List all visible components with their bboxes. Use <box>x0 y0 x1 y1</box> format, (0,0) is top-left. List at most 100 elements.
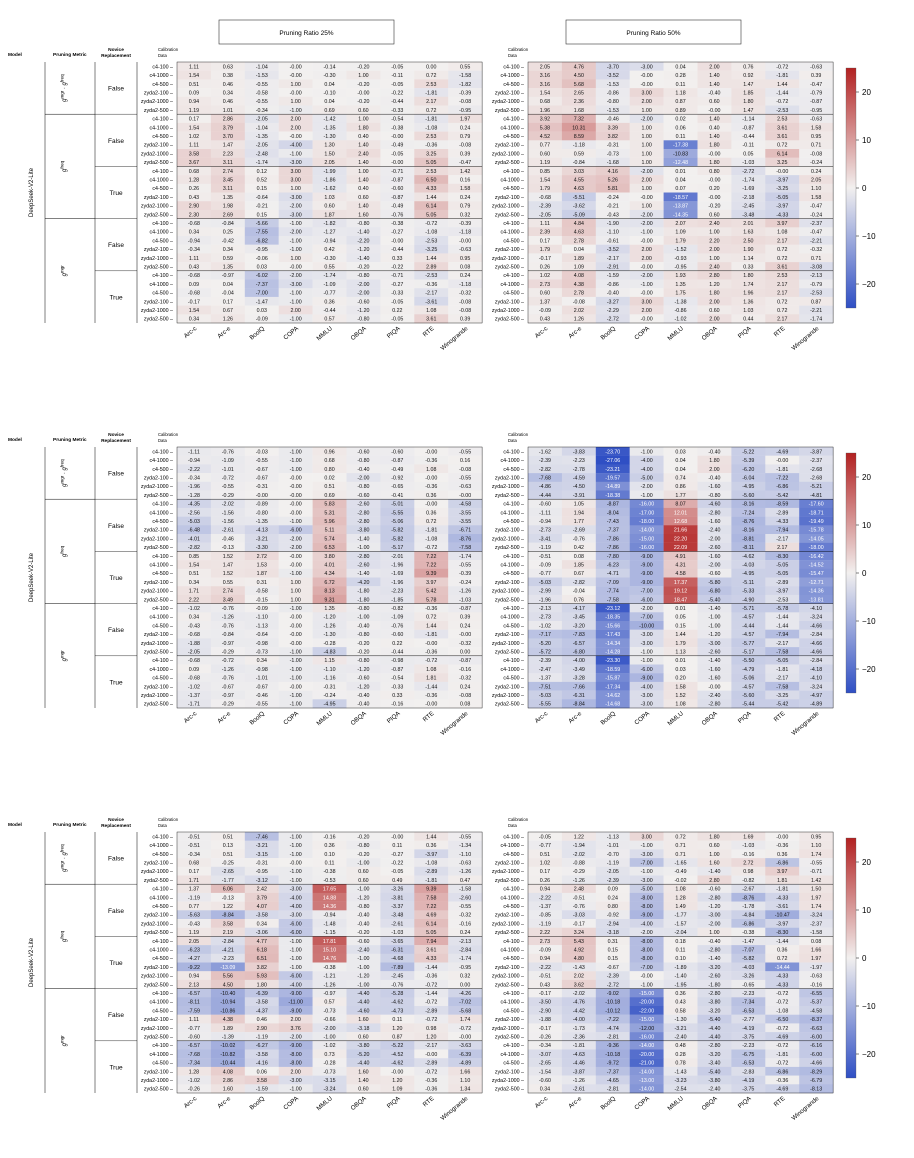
heatmap-cell <box>210 447 245 456</box>
heatmap-cell <box>595 892 630 902</box>
cell-value: -15.87 <box>605 676 620 682</box>
heatmap-cell <box>380 183 415 193</box>
cell-value: 0.22 <box>392 641 402 647</box>
cell-value: -2.13 <box>810 273 822 279</box>
heatmap-cell <box>448 919 483 928</box>
cell-value: -4.19 <box>742 1026 754 1032</box>
cell-value: 1.10 <box>811 186 821 192</box>
cell-value: -5.40 <box>708 1069 720 1075</box>
heatmap-cell <box>380 927 415 937</box>
cell-value: -2.60 <box>357 502 369 508</box>
heatmap-cell <box>663 175 698 184</box>
cell-value: 0.55 <box>324 265 334 271</box>
heatmap-cell <box>528 997 563 1007</box>
cell-value: -2.73 <box>539 528 551 534</box>
cell-value: -6.75 <box>742 1052 754 1058</box>
cell-value: -1.81 <box>425 528 437 534</box>
cell-value: -4.73 <box>391 1008 403 1014</box>
heatmap-cell <box>380 305 415 315</box>
heatmap-cell <box>177 866 212 876</box>
calib-tick-label: zyda2-500 – <box>495 702 524 708</box>
heatmap-cell <box>278 997 313 1007</box>
cell-value: 0.85 <box>540 169 550 175</box>
heatmap-cell <box>561 892 596 902</box>
heatmap-cell <box>278 490 313 500</box>
cell-value: 2.05 <box>324 160 334 166</box>
heatmap-cell <box>244 507 279 517</box>
cell-value: -4.44 <box>742 623 754 629</box>
heatmap-cell <box>528 673 563 683</box>
heatmap-cell <box>346 314 381 324</box>
heatmap-cell <box>561 183 596 193</box>
heatmap-cell <box>244 603 279 613</box>
heatmap-cell <box>663 1049 698 1059</box>
heatmap-cell <box>244 542 279 552</box>
heatmap-cell <box>629 244 664 254</box>
calib-tick-label: c4-100 – <box>503 887 524 893</box>
heatmap-cell <box>278 88 313 97</box>
heatmap-cell <box>177 140 212 150</box>
cell-value: -1.00 <box>290 956 302 962</box>
heatmap-cell <box>697 447 732 456</box>
cell-value: -1.35 <box>256 519 268 525</box>
heatmap-cell <box>380 1084 415 1094</box>
heatmap-cell <box>595 1032 630 1041</box>
heatmap-cell <box>244 997 279 1007</box>
cell-value: -1.20 <box>357 247 369 253</box>
heatmap-cell <box>278 892 313 902</box>
cell-value: -0.05 <box>391 64 403 70</box>
cell-value: 4.31 <box>675 563 685 569</box>
heatmap-cell <box>799 79 834 89</box>
heatmap-cell <box>177 840 212 850</box>
heatmap-cell <box>697 96 732 106</box>
cell-value: 2.53 <box>426 169 436 175</box>
heatmap-cell <box>799 157 834 167</box>
cell-value: -17.00 <box>639 510 654 516</box>
cell-value: -2.17 <box>425 291 437 297</box>
heatmap-cell <box>380 681 415 691</box>
heatmap-cell <box>210 209 245 219</box>
novice-value: False <box>108 138 124 145</box>
heatmap-cell <box>697 70 732 80</box>
cell-value: -0.20 <box>357 834 369 840</box>
heatmap-cell <box>799 664 834 674</box>
heatmap-cell <box>244 910 279 920</box>
calib-tick-label: zyda2-100 – <box>144 476 173 482</box>
cell-value: -2.00 <box>357 476 369 482</box>
cell-value: -10.18 <box>605 1052 620 1058</box>
cell-value: -0.79 <box>810 91 822 97</box>
cell-value: 0.24 <box>811 169 821 175</box>
cell-value: -5.66 <box>256 221 268 227</box>
heatmap-cell <box>663 507 698 517</box>
cell-value: -0.71 <box>391 169 403 175</box>
calib-tick-label: zyda2-1000 – <box>141 641 173 647</box>
heatmap-cell <box>210 166 245 176</box>
cell-value: 0.39 <box>460 615 470 621</box>
heatmap-cell <box>210 96 245 106</box>
heatmap-cell <box>731 447 766 456</box>
cell-value: -2.20 <box>357 238 369 244</box>
heatmap-cell <box>448 305 483 315</box>
cell-value: -0.21 <box>256 204 268 210</box>
heatmap-50: c4-100 – -1.62 -3.83 -23.70 -1.00 0.03 -0.40 -5… <box>492 446 834 737</box>
heatmap-cell <box>528 638 563 648</box>
cell-value: -0.31 <box>607 143 619 149</box>
heatmap-cell <box>448 971 483 981</box>
heatmap-cell <box>312 699 347 709</box>
heatmap-cell <box>595 105 630 115</box>
cell-value: 0.33 <box>743 265 753 271</box>
cell-value: 0.04 <box>324 82 334 88</box>
heatmap-cell <box>244 892 279 902</box>
heatmap-cell <box>380 919 415 928</box>
heatmap-cell <box>561 875 596 885</box>
cell-value: -1.10 <box>256 615 268 621</box>
cell-value: -18.71 <box>809 510 824 516</box>
heatmap-cell <box>731 927 766 937</box>
heatmap-cell <box>244 971 279 981</box>
cell-value: -3.41 <box>539 536 551 542</box>
heatmap-cell <box>448 953 483 963</box>
heatmap-cell <box>244 1058 279 1068</box>
cell-value: -1.00 <box>290 676 302 682</box>
heatmap-cell <box>595 875 630 885</box>
cell-value: -6.79 <box>810 1078 822 1084</box>
